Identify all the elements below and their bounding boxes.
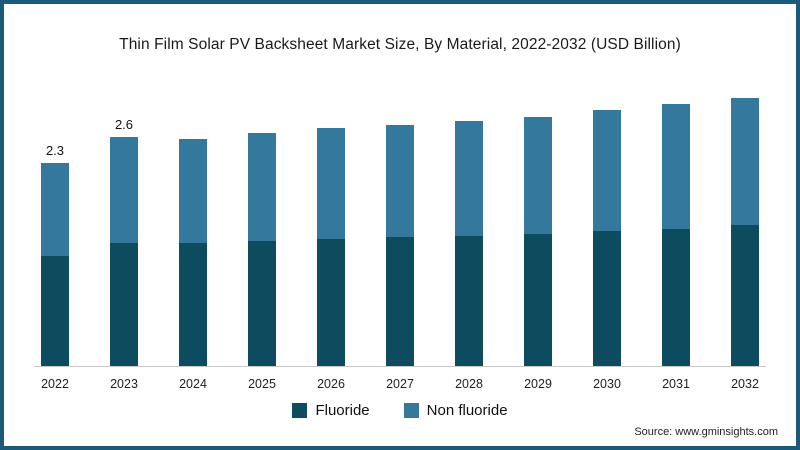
- bar-segment-non-fluoride: [110, 136, 138, 243]
- bar-column: 2.6: [103, 117, 145, 366]
- stacked-bar: [455, 121, 483, 366]
- bar-column: [655, 84, 697, 366]
- x-tick-label: 2022: [41, 377, 69, 391]
- bar-value-label: 2.3: [45, 143, 65, 159]
- bar-segment-non-fluoride: [317, 128, 345, 240]
- x-axis-labels: 2022 2023 2024 2025 2026 2027 2028 2029 2030 2031…: [34, 377, 766, 391]
- stacked-bar: [662, 104, 690, 366]
- bar-segment-non-fluoride: [731, 98, 759, 225]
- bar-segment-fluoride: [248, 240, 276, 366]
- legend: Fluoride Non fluoride: [4, 402, 796, 419]
- x-tick-label: 2032: [731, 377, 759, 391]
- x-tick-label: 2031: [662, 377, 690, 391]
- legend-swatch-icon: [292, 403, 308, 418]
- bar-segment-non-fluoride: [662, 104, 690, 229]
- bar-column: [172, 119, 214, 366]
- bar-segment-fluoride: [386, 237, 414, 366]
- bar-segment-fluoride: [317, 239, 345, 366]
- bar-segment-non-fluoride: [248, 133, 276, 241]
- source-credit: Source: www.gminsights.com: [634, 426, 778, 438]
- x-tick-label: 2026: [317, 377, 345, 391]
- x-tick-label: 2024: [179, 377, 207, 391]
- bar-value-label: 2.6: [114, 116, 134, 132]
- bar-segment-non-fluoride: [41, 163, 69, 256]
- bar-column: [517, 97, 559, 366]
- bar-segment-fluoride: [662, 228, 690, 366]
- legend-label: Non fluoride: [426, 402, 508, 419]
- bar-segment-fluoride: [41, 255, 69, 366]
- bar-segment-fluoride: [731, 225, 759, 366]
- legend-swatch-icon: [403, 403, 419, 418]
- bar-segment-non-fluoride: [593, 109, 621, 232]
- chart-title: Thin Film Solar PV Backsheet Market Size…: [119, 36, 681, 53]
- bar-segment-fluoride: [593, 231, 621, 366]
- stacked-bar: [593, 109, 621, 366]
- x-tick-label: 2023: [110, 377, 138, 391]
- bar-segment-non-fluoride: [524, 116, 552, 234]
- bar-column: [586, 90, 628, 366]
- bar-column: [724, 78, 766, 366]
- plot-wrap: 2.3 2.6 2022 2023 2024 2025 2026 2027 2028 2029 2…: [34, 84, 766, 391]
- bar-column: [448, 101, 490, 366]
- bar-segment-fluoride: [179, 242, 207, 366]
- bar-column: [310, 108, 352, 366]
- bar-segment-fluoride: [524, 233, 552, 366]
- plot-area: 2.3 2.6: [34, 84, 766, 367]
- stacked-bar: [248, 133, 276, 366]
- bar-column: 2.3: [34, 143, 76, 366]
- bar-column: [379, 105, 421, 366]
- legend-label: Fluoride: [315, 402, 370, 419]
- bar-segment-non-fluoride: [455, 121, 483, 236]
- x-tick-label: 2025: [248, 377, 276, 391]
- stacked-bar: [524, 116, 552, 366]
- stacked-bar: [41, 163, 69, 366]
- bar-segment-non-fluoride: [179, 138, 207, 243]
- legend-item-fluoride: Fluoride: [292, 402, 370, 419]
- x-tick-label: 2030: [593, 377, 621, 391]
- x-tick-label: 2029: [524, 377, 552, 391]
- stacked-bar: [110, 136, 138, 366]
- stacked-bar: [386, 125, 414, 366]
- legend-item-non-fluoride: Non fluoride: [403, 402, 508, 419]
- bar-column: [241, 113, 283, 366]
- bar-segment-fluoride: [455, 235, 483, 366]
- x-tick-label: 2028: [455, 377, 483, 391]
- bar-segment-fluoride: [110, 242, 138, 366]
- stacked-bar: [731, 98, 759, 366]
- x-tick-label: 2027: [386, 377, 414, 391]
- stacked-bar: [179, 138, 207, 366]
- bar-segment-non-fluoride: [386, 125, 414, 238]
- stacked-bar: [317, 128, 345, 366]
